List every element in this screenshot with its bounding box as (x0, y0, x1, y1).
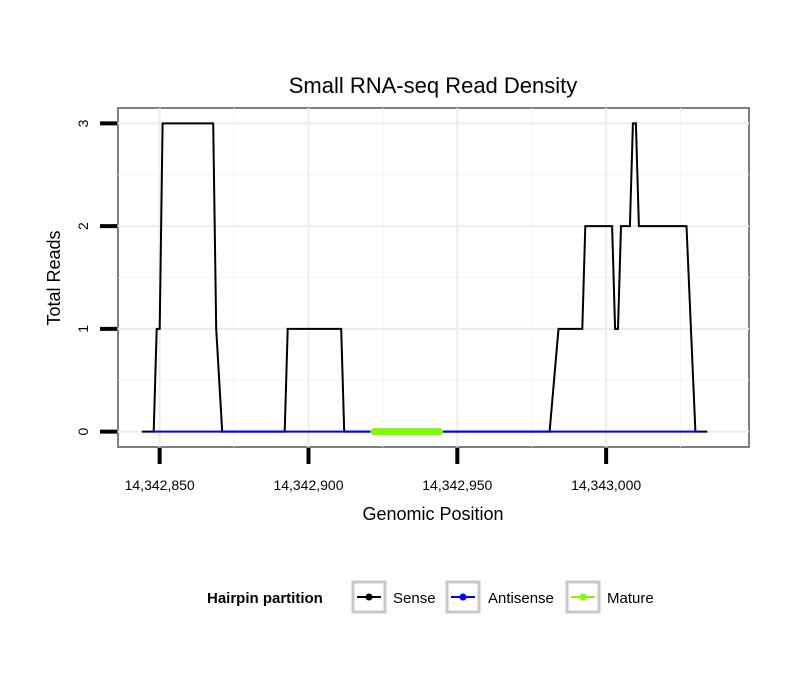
y-tick-label: 3 (75, 119, 91, 127)
x-tick-label: 14,343,000 (571, 477, 641, 493)
legend-key-point (365, 593, 373, 601)
series-line-sense (141, 122, 708, 433)
y-axis-label: Total Reads (44, 230, 64, 325)
legend-key-point (459, 593, 467, 601)
x-axis-label: Genomic Position (362, 504, 503, 524)
legend-label-sense: Sense (393, 590, 436, 607)
x-tick-label: 14,342,850 (125, 477, 195, 493)
legend-label-antisense: Antisense (488, 590, 554, 607)
legend-title: Hairpin partition (207, 590, 323, 607)
y-axis: 0 1 2 3 (75, 119, 117, 435)
y-tick-label: 2 (75, 222, 91, 230)
legend-label-mature: Mature (607, 590, 654, 607)
legend: Hairpin partition Sense Antisense Mature (207, 580, 654, 614)
y-tick-label: 0 (75, 427, 91, 435)
series-layer (141, 122, 708, 436)
x-tick-label: 14,342,900 (273, 477, 343, 493)
y-tick-label: 1 (75, 325, 91, 333)
legend-key-point (579, 593, 587, 601)
x-tick-label: 14,342,950 (422, 477, 492, 493)
chart-title: Small RNA-seq Read Density (289, 73, 578, 98)
x-axis: 14,342,850 14,342,900 14,342,950 14,343,000 (125, 448, 641, 493)
